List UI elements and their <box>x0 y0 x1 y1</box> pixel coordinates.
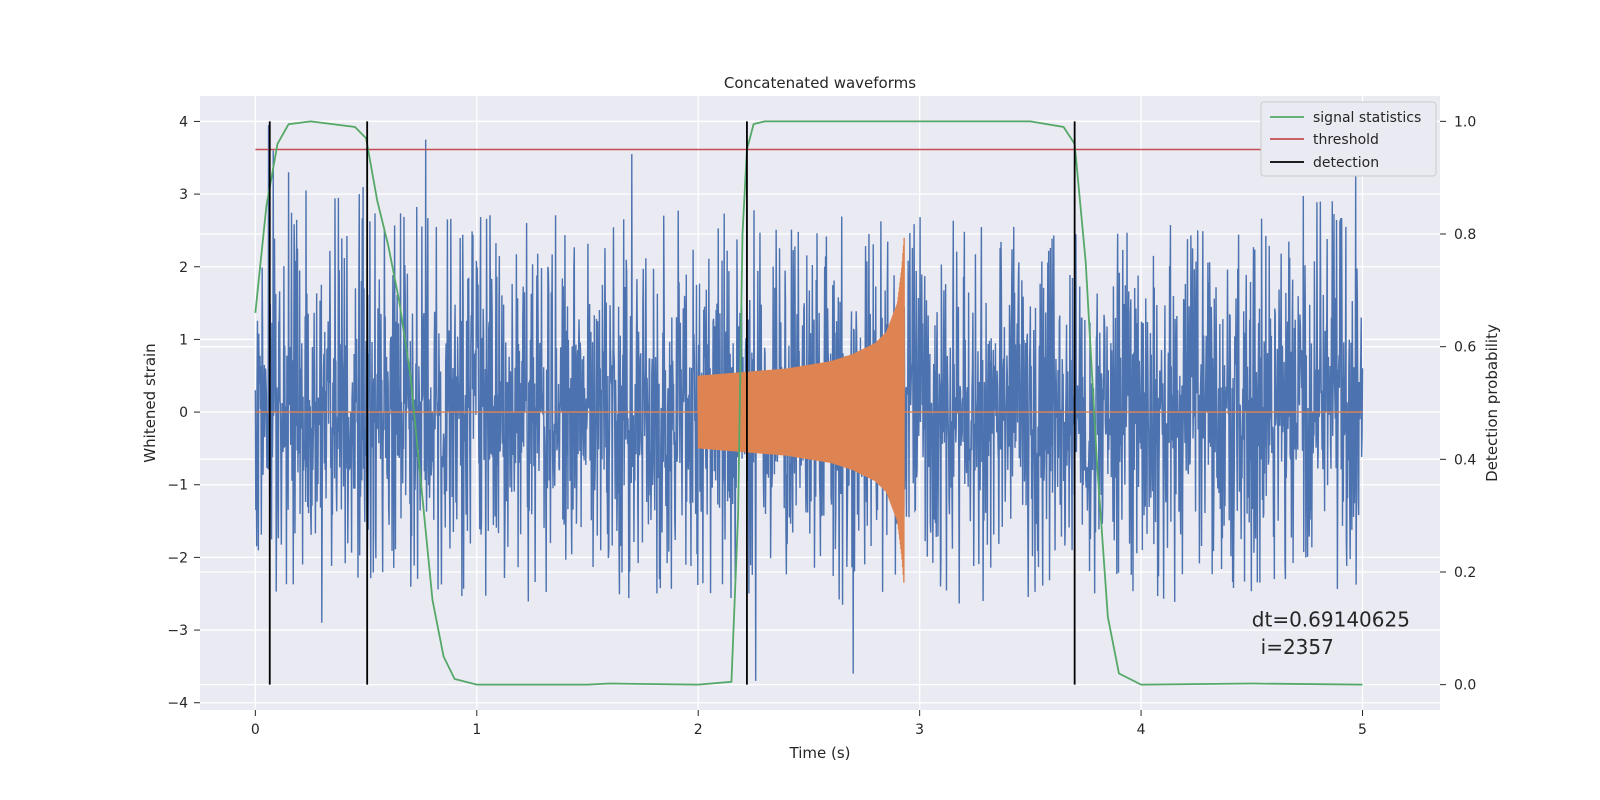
y-axis-label-left: Whitened strain <box>141 343 159 462</box>
legend: signal statistics threshold detection <box>1260 101 1437 177</box>
legend-label-signal-statistics: signal statistics <box>1313 110 1421 126</box>
y-tick-label-left: −1 <box>167 478 188 494</box>
y-tick-label-right: 0.8 <box>1454 227 1476 243</box>
y-tick-label-left: 0 <box>179 405 188 421</box>
x-tick-label: 1 <box>472 722 481 738</box>
y-tick-label-left: 3 <box>179 187 188 203</box>
series-strain <box>254 125 1364 681</box>
y-tick-label-right: 0.4 <box>1454 452 1476 468</box>
chart-title: Concatenated waveforms <box>724 74 916 92</box>
x-tick-label: 2 <box>694 722 703 738</box>
y-tick-label-right: 0.0 <box>1454 678 1476 694</box>
series-signal-statistics <box>254 120 1363 686</box>
y-tick-label-right: 0.6 <box>1454 340 1476 356</box>
x-axis-label: Time (s) <box>789 744 851 762</box>
y-tick-label-right: 0.2 <box>1454 565 1476 581</box>
series-layer <box>254 120 1364 686</box>
series-template <box>255 237 1363 583</box>
y-axis-label-right: Detection probability <box>1483 324 1501 482</box>
x-tick-label: 5 <box>1358 722 1367 738</box>
y-tick-label-left: −4 <box>167 696 188 712</box>
legend-label-threshold: threshold <box>1313 132 1379 148</box>
legend-label-detection: detection <box>1313 155 1379 171</box>
y-tick-label-left: −3 <box>167 623 188 639</box>
x-tick-label: 4 <box>1137 722 1146 738</box>
legend-box <box>1260 101 1437 177</box>
x-tick-label: 0 <box>251 722 260 738</box>
annotations: dt=0.69140625 i=2357 <box>1252 607 1410 659</box>
y-tick-label-left: −2 <box>167 550 188 566</box>
annotation-text: dt=0.69140625 <box>1252 607 1410 631</box>
y-tick-label-right: 1.0 <box>1454 114 1476 130</box>
axes-layer: 0 1 2 3 4 5 4 3 2 1 0 −1 −2 −3 −4 1.0 0.8 0.6 0.4 0.2 0.0 <box>167 114 1476 738</box>
y-tick-label-left: 2 <box>179 260 188 276</box>
y-tick-label-left: 1 <box>179 332 188 348</box>
x-tick-label: 3 <box>915 722 924 738</box>
annotation-text: i=2357 <box>1261 635 1334 659</box>
y-tick-label-left: 4 <box>179 114 188 130</box>
